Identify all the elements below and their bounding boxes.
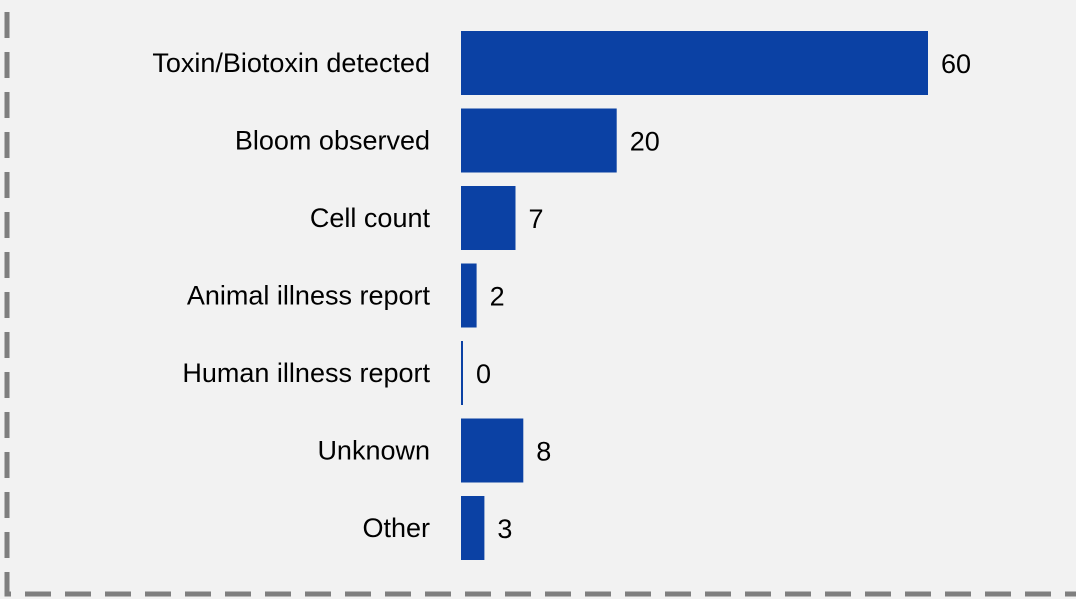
bar: [461, 186, 516, 250]
dashed-border: [4, 0, 1076, 597]
category-label: Animal illness report: [187, 281, 431, 311]
bar: [461, 263, 477, 328]
value-label: 7: [529, 204, 544, 234]
category-label: Bloom observed: [235, 126, 430, 156]
value-label: 60: [941, 49, 971, 79]
value-label: 0: [476, 359, 491, 389]
category-label: Cell count: [310, 203, 431, 233]
bar: [461, 108, 617, 173]
value-label: 8: [536, 437, 551, 467]
bar: [461, 418, 524, 483]
category-label: Other: [362, 513, 430, 543]
category-label: Human illness report: [182, 358, 430, 388]
category-label: Unknown: [317, 436, 430, 466]
bar: [461, 496, 485, 560]
category-label: Toxin/Biotoxin detected: [152, 48, 430, 78]
value-label: 3: [497, 514, 512, 544]
value-label: 20: [630, 127, 660, 157]
bar: [461, 31, 928, 95]
value-label: 2: [490, 282, 505, 312]
labels-layer: Toxin/Biotoxin detected 60 Bloom observed 2…: [152, 48, 971, 544]
bar: [461, 341, 463, 405]
bars-layer: [461, 31, 928, 560]
